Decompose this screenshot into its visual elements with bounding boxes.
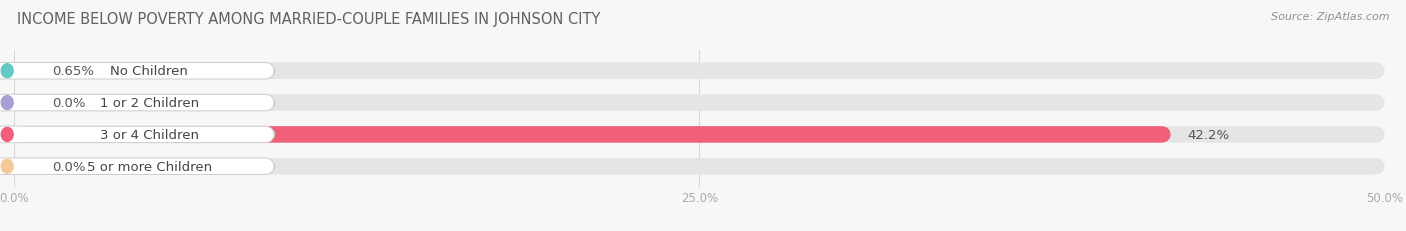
Text: No Children: No Children	[110, 65, 188, 78]
Text: INCOME BELOW POVERTY AMONG MARRIED-COUPLE FAMILIES IN JOHNSON CITY: INCOME BELOW POVERTY AMONG MARRIED-COUPL…	[17, 12, 600, 27]
Text: 42.2%: 42.2%	[1188, 128, 1230, 141]
FancyBboxPatch shape	[14, 158, 37, 175]
FancyBboxPatch shape	[14, 95, 37, 111]
FancyBboxPatch shape	[14, 158, 1385, 175]
Text: 0.0%: 0.0%	[52, 97, 86, 109]
FancyBboxPatch shape	[0, 158, 274, 175]
FancyBboxPatch shape	[0, 95, 274, 111]
FancyBboxPatch shape	[14, 63, 37, 80]
FancyBboxPatch shape	[14, 63, 1385, 80]
Circle shape	[1, 128, 13, 142]
FancyBboxPatch shape	[14, 95, 1385, 111]
FancyBboxPatch shape	[0, 127, 274, 143]
FancyBboxPatch shape	[14, 127, 1385, 143]
FancyBboxPatch shape	[14, 127, 1171, 143]
Text: 1 or 2 Children: 1 or 2 Children	[100, 97, 198, 109]
Circle shape	[1, 96, 13, 110]
Circle shape	[1, 64, 13, 78]
Text: 0.0%: 0.0%	[52, 160, 86, 173]
Circle shape	[1, 160, 13, 173]
Text: 5 or more Children: 5 or more Children	[87, 160, 212, 173]
FancyBboxPatch shape	[0, 63, 274, 80]
Text: 3 or 4 Children: 3 or 4 Children	[100, 128, 198, 141]
Text: 0.65%: 0.65%	[52, 65, 94, 78]
Text: Source: ZipAtlas.com: Source: ZipAtlas.com	[1271, 12, 1389, 21]
